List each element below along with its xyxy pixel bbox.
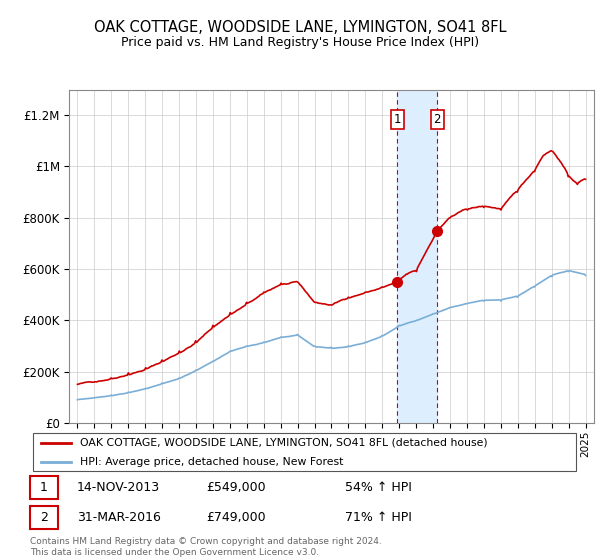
FancyBboxPatch shape (30, 506, 58, 529)
Text: 2: 2 (40, 511, 48, 524)
Text: 2: 2 (434, 113, 441, 125)
Text: HPI: Average price, detached house, New Forest: HPI: Average price, detached house, New … (80, 457, 343, 467)
Text: Price paid vs. HM Land Registry's House Price Index (HPI): Price paid vs. HM Land Registry's House … (121, 36, 479, 49)
Text: OAK COTTAGE, WOODSIDE LANE, LYMINGTON, SO41 8FL (detached house): OAK COTTAGE, WOODSIDE LANE, LYMINGTON, S… (80, 437, 487, 447)
Text: 1: 1 (40, 481, 48, 494)
Text: This data is licensed under the Open Government Licence v3.0.: This data is licensed under the Open Gov… (30, 548, 319, 557)
FancyBboxPatch shape (30, 476, 58, 500)
Text: 14-NOV-2013: 14-NOV-2013 (77, 481, 160, 494)
Text: £549,000: £549,000 (206, 481, 266, 494)
Text: 54% ↑ HPI: 54% ↑ HPI (344, 481, 412, 494)
Text: 1: 1 (394, 113, 401, 125)
Bar (397, 90, 437, 423)
Text: 31-MAR-2016: 31-MAR-2016 (77, 511, 161, 524)
Text: OAK COTTAGE, WOODSIDE LANE, LYMINGTON, SO41 8FL: OAK COTTAGE, WOODSIDE LANE, LYMINGTON, S… (94, 20, 506, 35)
Text: £749,000: £749,000 (206, 511, 266, 524)
Text: 71% ↑ HPI: 71% ↑ HPI (344, 511, 412, 524)
Text: Contains HM Land Registry data © Crown copyright and database right 2024.: Contains HM Land Registry data © Crown c… (30, 537, 382, 546)
FancyBboxPatch shape (33, 433, 577, 471)
